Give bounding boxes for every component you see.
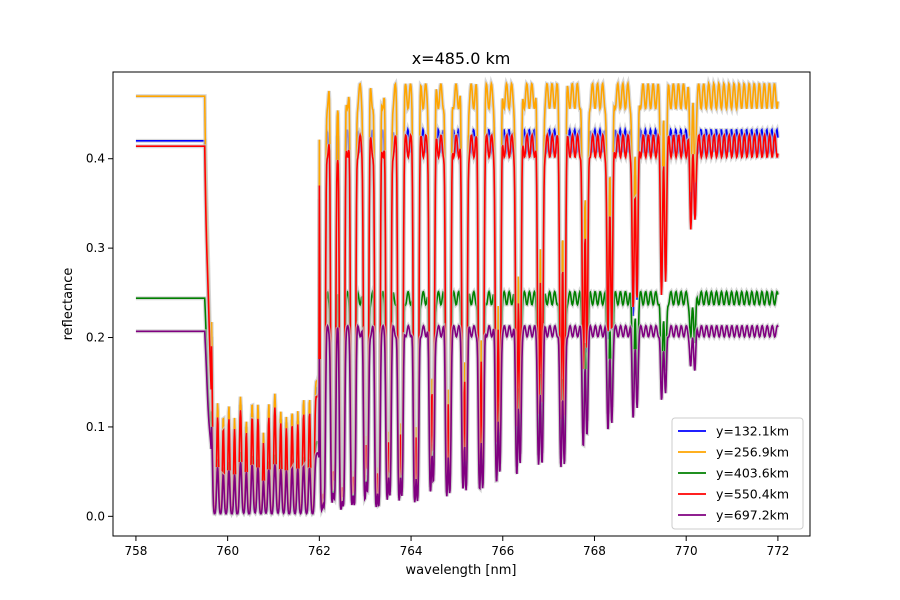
legend-box bbox=[671, 417, 804, 530]
legend-entry-3: y=403.6km bbox=[716, 466, 789, 481]
axes-frame bbox=[112, 71, 811, 537]
x-tick-label-764: 764 bbox=[400, 544, 423, 558]
y-tick-label-1: 0.1 bbox=[86, 420, 105, 434]
x-tick-label-762: 762 bbox=[308, 544, 331, 558]
y-axis: 0.0 0.1 0.2 0.3 0.4 bbox=[86, 152, 113, 523]
legend-entry-5: y=697.2km bbox=[716, 508, 789, 523]
y-axis-label: reflectance bbox=[61, 268, 76, 341]
x-tick-label-758: 758 bbox=[124, 544, 147, 558]
x-tick-label-766: 766 bbox=[491, 544, 514, 558]
x-tick-label-760: 760 bbox=[216, 544, 239, 558]
y-tick-label-4: 0.4 bbox=[86, 152, 105, 166]
series-line-5 bbox=[135, 323, 779, 516]
chart-title: x=485.0 km bbox=[412, 49, 511, 68]
x-tick-label-770: 770 bbox=[675, 544, 698, 558]
x-axis: 758 760 762 764 766 768 770 772 bbox=[124, 536, 789, 558]
legend: y=132.1km y=256.9km y=403.6km y=550.4km y=69… bbox=[671, 417, 804, 530]
y-tick-label-0: 0.0 bbox=[86, 509, 105, 523]
y-tick-label-3: 0.3 bbox=[86, 241, 105, 255]
y-tick-label-2: 0.2 bbox=[86, 331, 105, 345]
legend-entry-1: y=132.1km bbox=[716, 424, 789, 439]
x-tick-label-768: 768 bbox=[583, 544, 606, 558]
plot-area bbox=[135, 75, 780, 519]
legend-entry-2: y=256.9km bbox=[716, 445, 789, 460]
legend-entry-4: y=550.4km bbox=[716, 487, 789, 502]
x-tick-label-772: 772 bbox=[766, 544, 789, 558]
x-axis-label: wavelength [nm] bbox=[406, 563, 517, 578]
